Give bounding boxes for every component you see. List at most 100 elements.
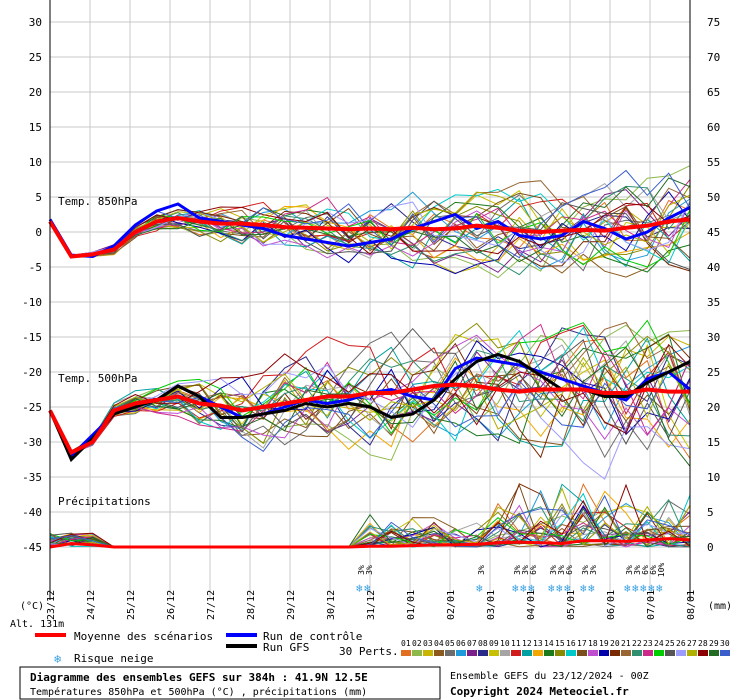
date-tick-label: 27/12: [206, 590, 217, 620]
right-tick-label: 0: [707, 541, 714, 554]
member-number-label: 06: [456, 639, 466, 648]
snowflake-icon: ❄: [640, 582, 647, 595]
snow-risk-markers: 3%❄3%❄3%❄3%❄3%❄6%❄3%❄3%❄6%❄3%❄3%❄3%❄3%❄6…: [356, 563, 666, 595]
member-t500-line: [49, 343, 691, 453]
chart-title: Diagramme des ensembles GEFS sur 384h : …: [30, 671, 368, 684]
member-color-swatch: [445, 650, 455, 656]
member-t850-line: [49, 191, 691, 275]
date-tick-label: 30/12: [326, 590, 337, 620]
precip-mean-line: [49, 537, 691, 549]
snowflake-icon: ❄: [512, 582, 519, 595]
member-color-swatch: [456, 650, 466, 656]
left-tick-label: -25: [22, 401, 42, 414]
snowflake-icon: ❄: [364, 582, 371, 595]
right-tick-label: 50: [707, 191, 720, 204]
snow-risk-percent: 3%: [581, 565, 590, 575]
snow-risk-percent: 3%: [633, 565, 642, 575]
member-number-label: 12: [522, 639, 532, 648]
left-tick-label: -15: [22, 331, 42, 344]
left-tick-label: -30: [22, 436, 42, 449]
member-color-swatch: [511, 650, 521, 656]
snow-risk-marker: 6% ❄: [564, 565, 574, 595]
member-t850-line: [49, 180, 691, 257]
member-color-swatch: [401, 650, 411, 656]
member-number-label: 29: [709, 639, 719, 648]
legend: Moyenne des scénarios Run de contrôle Ru…: [35, 630, 399, 666]
member-number-label: 16: [566, 639, 576, 648]
t500-mean-line: [48, 382, 690, 456]
date-tick-label: 02/01: [446, 590, 457, 620]
ensemble-run-label: Ensemble GEFS du 23/12/2024 - 00Z: [450, 671, 649, 682]
member-color-swatch: [610, 650, 620, 656]
member-number-label: 14: [544, 639, 554, 648]
member-number-label: 20: [610, 639, 620, 648]
members-count-label: 30 Perts.: [339, 645, 399, 658]
snow-risk-marker: 3% ❄: [580, 565, 590, 595]
snowflake-icon: ❄: [54, 652, 61, 666]
snowflake-icon: ❄: [588, 582, 595, 595]
date-tick-label: 08/01: [686, 590, 697, 620]
snow-risk-marker: 10% ❄: [656, 563, 666, 595]
right-axis-unit: (mm): [708, 601, 732, 612]
snowflake-icon: ❄: [556, 582, 563, 595]
member-color-swatch: [720, 650, 730, 656]
member-t500-line: [49, 356, 691, 455]
right-tick-label: 60: [707, 121, 720, 134]
right-tick-label: 40: [707, 261, 720, 274]
date-tick-label: 04/01: [526, 590, 537, 620]
left-tick-label: 15: [29, 121, 42, 134]
member-color-swatch: [687, 650, 697, 656]
member-number-label: 07: [467, 639, 477, 648]
member-color-swatch: [632, 650, 642, 656]
snow-risk-percent: 3%: [357, 565, 366, 575]
member-color-swatch: [478, 650, 488, 656]
right-tick-label: 20: [707, 401, 720, 414]
legend-mean-label: Moyenne des scénarios: [74, 630, 213, 643]
member-color-swatch: [522, 650, 532, 656]
left-tick-label: 10: [29, 156, 42, 169]
date-tick-label: 29/12: [286, 590, 297, 620]
snowflake-icon: ❄: [528, 582, 535, 595]
member-number-label: 17: [577, 639, 587, 648]
member-number-label: 09: [489, 639, 499, 648]
member-number-label: 08: [478, 639, 488, 648]
member-number-label: 05: [445, 639, 455, 648]
right-tick-label: 10: [707, 471, 720, 484]
member-number-label: 02: [412, 639, 422, 648]
altitude-label: Alt. 131m: [10, 619, 64, 630]
snow-risk-percent: 3%: [513, 565, 522, 575]
left-tick-label: -40: [22, 506, 42, 519]
member-color-swatch: [533, 650, 543, 656]
member-color-swatch: [467, 650, 477, 656]
member-color-swatch: [676, 650, 686, 656]
member-number-label: 04: [434, 639, 444, 648]
left-tick-label: 5: [35, 191, 42, 204]
date-tick-label: 31/12: [366, 590, 377, 620]
snow-risk-percent: 3%: [477, 565, 486, 575]
member-color-swatch: [434, 650, 444, 656]
member-color-swatch: [544, 650, 554, 656]
member-number-label: 18: [588, 639, 598, 648]
snow-risk-marker: 3% ❄: [476, 565, 486, 595]
member-number-label: 28: [698, 639, 708, 648]
snow-risk-percent: 3%: [365, 565, 374, 575]
member-t850-line: [49, 201, 691, 273]
member-number-label: 23: [643, 639, 653, 648]
member-number-label: 10: [500, 639, 510, 648]
date-tick-label: 07/01: [646, 590, 657, 620]
member-number-label: 21: [621, 639, 631, 648]
snowflake-icon: ❄: [580, 582, 587, 595]
member-color-swatch: [412, 650, 422, 656]
precip-panel-label: Précipitations: [58, 495, 151, 508]
member-color-swatch: [643, 650, 653, 656]
snow-risk-percent: 3%: [549, 565, 558, 575]
member-color-swatch: [709, 650, 719, 656]
member-number-label: 25: [665, 639, 675, 648]
member-color-swatch: [489, 650, 499, 656]
right-tick-label: 70: [707, 51, 720, 64]
member-color-swatch: [621, 650, 631, 656]
member-number-label: 24: [654, 639, 664, 648]
snowflake-icon: ❄: [356, 582, 363, 595]
left-tick-label: -20: [22, 366, 42, 379]
